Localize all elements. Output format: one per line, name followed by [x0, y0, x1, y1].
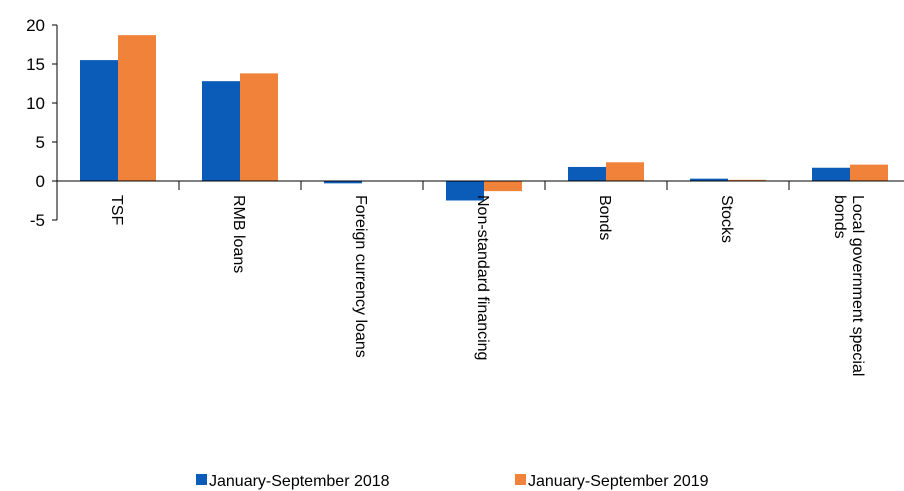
bar	[118, 35, 156, 181]
bar	[446, 181, 484, 201]
x-tick-label: Non-standard financing	[474, 195, 491, 360]
legend-label: January-September 2018	[209, 473, 390, 490]
x-tick-label: Foreign currency loans	[352, 195, 369, 358]
bar	[568, 166, 606, 181]
bar	[202, 81, 240, 181]
x-tick-label: Bonds	[596, 195, 613, 240]
x-tick-label: Stocks	[718, 195, 735, 243]
y-tick-label: 10	[26, 94, 45, 113]
y-tick-label: 20	[26, 16, 45, 35]
bar	[728, 179, 766, 181]
bar	[484, 181, 522, 192]
bar	[80, 60, 118, 181]
x-tick-label: TSF	[108, 195, 125, 225]
x-tick-label: Local government specialbonds	[831, 195, 866, 376]
bar	[606, 162, 644, 181]
y-tick-label: 15	[26, 55, 45, 74]
legend-swatch	[196, 474, 207, 485]
bar	[812, 167, 850, 181]
legend-swatch	[515, 474, 526, 485]
y-tick-label: 5	[36, 133, 45, 152]
x-tick-label: RMB loans	[230, 195, 247, 273]
legend-label: January-September 2019	[528, 473, 709, 490]
bar	[324, 181, 362, 184]
bar	[690, 178, 728, 181]
bar	[240, 73, 278, 181]
y-tick-label: 0	[36, 172, 45, 191]
y-tick-label: -5	[30, 211, 45, 230]
bar	[850, 164, 888, 181]
